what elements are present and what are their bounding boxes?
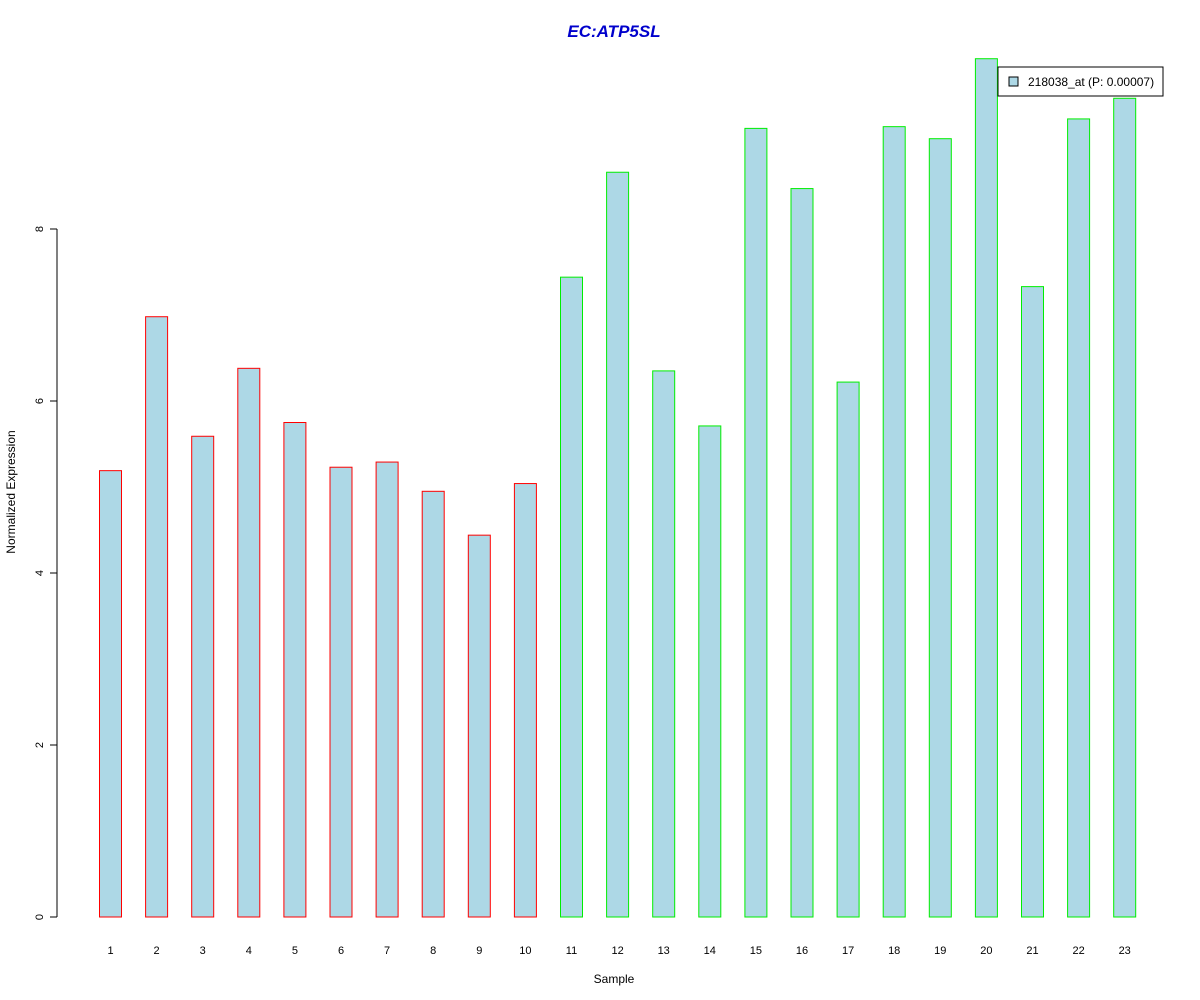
x-tick-label: 16 (796, 945, 808, 957)
bar (329, 466, 353, 918)
x-tick-label: 7 (384, 945, 390, 957)
bar (145, 316, 169, 918)
x-tick-label: 4 (246, 945, 252, 957)
y-tick-label: 8 (34, 226, 46, 232)
y-tick-label: 2 (34, 742, 46, 748)
x-tick-label: 1 (107, 945, 113, 957)
x-tick-label: 2 (154, 945, 160, 957)
bar (744, 127, 768, 918)
x-tick-label: 12 (611, 945, 623, 957)
bar (928, 138, 952, 918)
bar (836, 381, 860, 918)
x-tick-label: 22 (1072, 945, 1084, 957)
y-axis: 0 2 4 6 8 (34, 226, 58, 920)
y-axis-label: Normalized Expression (4, 430, 18, 553)
legend-box (997, 66, 1164, 97)
x-tick-label: 10 (519, 945, 531, 957)
x-tick-label: 11 (566, 945, 577, 957)
bar (1021, 286, 1044, 918)
x-tick-label: 6 (338, 945, 344, 957)
bar (283, 422, 307, 918)
bar (1067, 118, 1091, 918)
legend: 218038_at (P: 0.00007) (997, 66, 1164, 97)
legend-entry: 218038_at (P: 0.00007) (1028, 75, 1154, 89)
bar (421, 490, 445, 918)
legend-swatch (1008, 76, 1019, 87)
x-tick-label: 13 (658, 945, 670, 957)
x-tick-label: 20 (980, 945, 992, 957)
x-tick-label: 5 (292, 945, 298, 957)
bar (1113, 97, 1137, 918)
x-tick-label: 21 (1026, 945, 1038, 957)
bar (560, 276, 583, 918)
x-tick-label: 23 (1119, 945, 1131, 957)
bar (99, 470, 122, 918)
bar (375, 461, 399, 918)
y-tick-label: 0 (34, 914, 46, 920)
bar (513, 483, 537, 918)
bar (467, 534, 491, 918)
x-tick-label: 8 (430, 945, 436, 957)
bars (99, 58, 1137, 918)
x-tick-label: 14 (704, 945, 716, 957)
y-tick-label: 6 (34, 398, 46, 404)
x-tick-label: 3 (200, 945, 206, 957)
bar (191, 435, 215, 918)
bar (237, 367, 261, 918)
bar (606, 171, 630, 918)
chart-title: EC:ATP5SL (567, 22, 660, 41)
bar (698, 425, 722, 918)
bar (652, 370, 676, 918)
bar (882, 126, 906, 918)
bar (974, 58, 998, 918)
y-tick-label: 4 (34, 570, 46, 576)
x-tick-label: 15 (750, 945, 762, 957)
bar (790, 188, 814, 918)
x-tick-labels: 1 2 3 4 5 6 7 8 9 10 11 12 13 14 15 16 17 18 19 20 21 22 23 (107, 945, 1130, 957)
x-tick-label: 18 (888, 945, 900, 957)
x-axis-label: Sample (594, 972, 635, 986)
x-tick-label: 19 (934, 945, 946, 957)
x-tick-label: 17 (842, 945, 854, 957)
x-tick-label: 9 (476, 945, 482, 957)
